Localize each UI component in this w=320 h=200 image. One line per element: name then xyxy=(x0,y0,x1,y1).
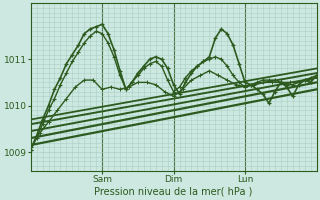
X-axis label: Pression niveau de la mer( hPa ): Pression niveau de la mer( hPa ) xyxy=(94,187,253,197)
